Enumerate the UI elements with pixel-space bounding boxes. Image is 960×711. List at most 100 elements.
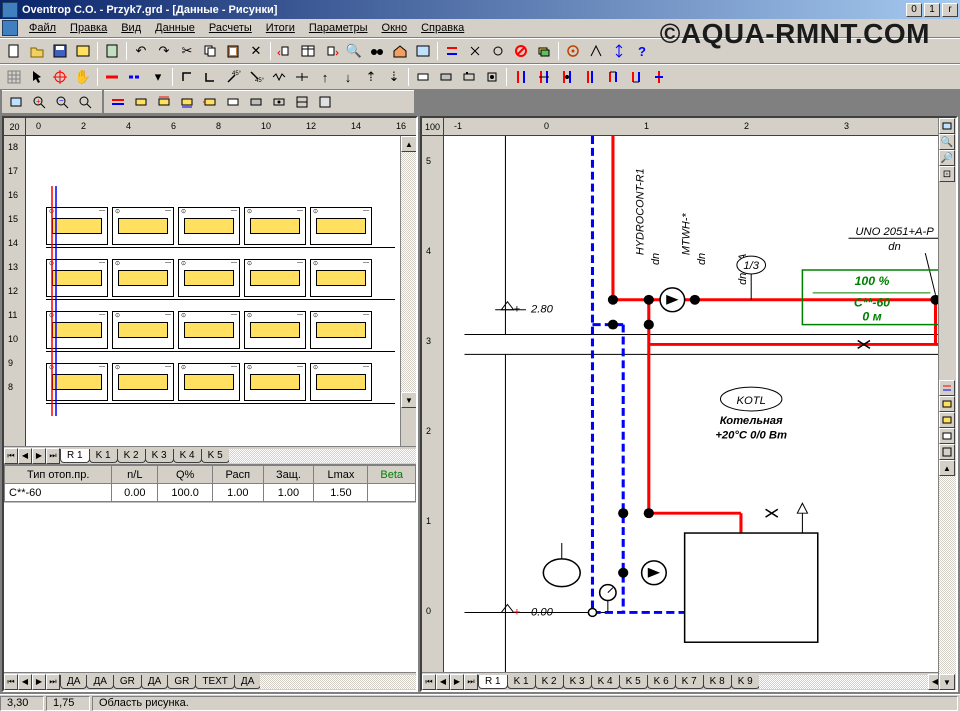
radiator[interactable]: ⊙— <box>244 363 306 401</box>
tb2-cross-icon[interactable] <box>291 67 313 87</box>
radiator[interactable]: ⊙— <box>310 259 372 297</box>
menu-calc[interactable]: Расчеты <box>202 20 259 36</box>
tb2-zigzag-icon[interactable] <box>268 67 290 87</box>
tb2-corner2-icon[interactable] <box>199 67 221 87</box>
tb-cut-icon[interactable]: ✂ <box>176 41 198 61</box>
rtab-prev-icon[interactable]: ◀ <box>436 674 450 690</box>
vt-btn5-icon[interactable] <box>939 380 955 396</box>
tab-K2[interactable]: K 2 <box>117 449 146 463</box>
tb-binoculars-icon[interactable] <box>366 41 388 61</box>
tab-GR[interactable]: GR <box>113 675 142 689</box>
tb2-device2-icon[interactable] <box>435 67 457 87</box>
zoom-fit-icon[interactable] <box>74 92 96 112</box>
tb-calc-icon[interactable] <box>101 41 123 61</box>
tab-K5[interactable]: K 5 <box>619 675 648 689</box>
tb2-riser2-icon[interactable] <box>533 67 555 87</box>
tb-grid2-icon[interactable] <box>412 41 434 61</box>
panel9-icon[interactable] <box>291 92 313 112</box>
tb2-down-icon[interactable]: ↓ <box>337 67 359 87</box>
radiator[interactable]: ⊙— <box>178 207 240 245</box>
vt-btn7-icon[interactable] <box>939 412 955 428</box>
tab-K3[interactable]: K 3 <box>563 675 592 689</box>
tb-save-icon[interactable] <box>49 41 71 61</box>
tb2-line-red-icon[interactable] <box>101 67 123 87</box>
tb2-up2-icon[interactable]: ⇡ <box>360 67 382 87</box>
tb2-corner1-icon[interactable] <box>176 67 198 87</box>
menu-params[interactable]: Параметры <box>302 20 375 36</box>
tb2-device1-icon[interactable] <box>412 67 434 87</box>
radiator[interactable]: ⊙— <box>46 363 108 401</box>
zoom-btn1-icon[interactable] <box>5 92 27 112</box>
tb-copy-icon[interactable] <box>199 41 221 61</box>
zoom-in-icon[interactable]: + <box>28 92 50 112</box>
radiator[interactable]: ⊙— <box>244 259 306 297</box>
tb2-line-blue-icon[interactable] <box>124 67 146 87</box>
panel2-icon[interactable] <box>130 92 152 112</box>
radiator[interactable]: ⊙— <box>46 311 108 349</box>
tab-K6[interactable]: K 6 <box>647 675 676 689</box>
panel1-icon[interactable] <box>107 92 129 112</box>
tb2-riser1-icon[interactable] <box>510 67 532 87</box>
panel8-icon[interactable] <box>268 92 290 112</box>
panel5-icon[interactable] <box>199 92 221 112</box>
tb2-pointer-icon[interactable] <box>26 67 48 87</box>
btab-prev-icon[interactable]: ◀ <box>18 674 32 690</box>
tab-K9[interactable]: K 9 <box>731 675 760 689</box>
tab-ДА[interactable]: ДА <box>141 675 168 689</box>
tb-grid-icon[interactable] <box>297 41 319 61</box>
tb2-riser7-icon[interactable] <box>648 67 670 87</box>
tb-undo-icon[interactable]: ↶ <box>130 41 152 61</box>
tb2-riser5-icon[interactable] <box>602 67 624 87</box>
vt-zoom-in-icon[interactable]: 🔍 <box>939 136 955 150</box>
tab-K2[interactable]: K 2 <box>535 675 564 689</box>
btab-last-icon[interactable]: ⏭ <box>46 674 60 690</box>
tab-ДА[interactable]: ДА <box>60 675 87 689</box>
radiator[interactable]: ⊙— <box>178 259 240 297</box>
tb2-riser4-icon[interactable] <box>579 67 601 87</box>
tab-K8[interactable]: K 8 <box>703 675 732 689</box>
tab-GR[interactable]: GR <box>167 675 196 689</box>
minimize-button[interactable]: 0 <box>906 3 922 17</box>
vt-fit-icon[interactable]: ⊡ <box>939 166 955 182</box>
tb-search-icon[interactable]: 🔍 <box>343 41 365 61</box>
tb-open-icon[interactable] <box>26 41 48 61</box>
radiator[interactable]: ⊙— <box>178 311 240 349</box>
tb-house-icon[interactable] <box>389 41 411 61</box>
panel10-icon[interactable] <box>314 92 336 112</box>
tab-K3[interactable]: K 3 <box>145 449 174 463</box>
btab-first-icon[interactable]: ⏮ <box>4 674 18 690</box>
zoom-out-icon[interactable]: − <box>51 92 73 112</box>
radiator[interactable]: ⊙— <box>112 363 174 401</box>
tb-tool2-icon[interactable] <box>585 41 607 61</box>
tab-prev-icon[interactable]: ◀ <box>18 448 32 464</box>
tab-K7[interactable]: K 7 <box>675 675 704 689</box>
tab-next-icon[interactable]: ▶ <box>32 448 46 464</box>
radiator[interactable]: ⊙— <box>46 259 108 297</box>
left-canvas[interactable]: ⊙— ⊙— ⊙— ⊙— ⊙— ⊙— ⊙— ⊙— ⊙— ⊙— ⊙— <box>26 136 400 446</box>
tb2-up-icon[interactable]: ↑ <box>314 67 336 87</box>
menu-file[interactable]: Файл <box>22 20 63 36</box>
tab-R1[interactable]: R 1 <box>60 449 90 463</box>
tb-prev-icon[interactable] <box>274 41 296 61</box>
vt-btn8-icon[interactable] <box>939 428 955 444</box>
tb2-angle45-icon[interactable]: 45° <box>222 67 244 87</box>
vt-scroll-up-icon[interactable]: ▲ <box>939 460 955 476</box>
tb-next-icon[interactable] <box>320 41 342 61</box>
radiator[interactable]: ⊙— <box>46 207 108 245</box>
radiator[interactable]: ⊙— <box>112 311 174 349</box>
radiator[interactable]: ⊙— <box>310 363 372 401</box>
radiator[interactable]: ⊙— <box>178 363 240 401</box>
tb-panel-icon[interactable] <box>72 41 94 61</box>
tb2-device3-icon[interactable] <box>458 67 480 87</box>
radiator[interactable]: ⊙— <box>244 207 306 245</box>
tab-first-icon[interactable]: ⏮ <box>4 448 18 464</box>
radiator[interactable]: ⊙— <box>310 311 372 349</box>
tb-valve1-icon[interactable] <box>464 41 486 61</box>
panel6-icon[interactable] <box>222 92 244 112</box>
tab-ДА[interactable]: ДА <box>86 675 113 689</box>
tb2-hand-icon[interactable]: ✋ <box>72 67 94 87</box>
tb-valve2-icon[interactable] <box>487 41 509 61</box>
menu-data[interactable]: Данные <box>148 20 202 36</box>
tb-paste-icon[interactable] <box>222 41 244 61</box>
rtab-first-icon[interactable]: ⏮ <box>422 674 436 690</box>
